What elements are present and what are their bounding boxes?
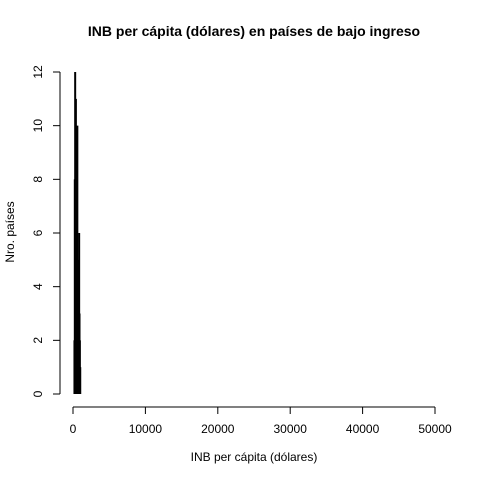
y-tick-label: 10 — [31, 119, 45, 133]
y-axis: 0 2 4 6 8 10 12 — [31, 65, 61, 397]
x-tick-label: 50000 — [418, 422, 452, 436]
y-tick-label: 4 — [31, 283, 45, 290]
y-tick-label: 6 — [31, 229, 45, 236]
x-tick-label: 20000 — [201, 422, 235, 436]
x-axis-label: INB per cápita (dólares) — [191, 450, 318, 464]
x-tick-label: 40000 — [346, 422, 380, 436]
y-tick-label: 0 — [31, 390, 45, 397]
y-tick-label: 12 — [31, 65, 45, 79]
x-tick-label: 30000 — [274, 422, 308, 436]
y-tick-label: 2 — [31, 337, 45, 344]
x-axis: 0 10000 20000 30000 40000 50000 — [70, 406, 452, 436]
y-axis-label: Nro. países — [3, 201, 17, 262]
chart-title: INB per cápita (dólares) en países de ba… — [88, 23, 420, 39]
y-tick-label: 8 — [31, 176, 45, 183]
x-tick-label: 10000 — [129, 422, 163, 436]
histogram-spikes — [73, 72, 82, 394]
x-tick-label: 0 — [70, 422, 77, 436]
